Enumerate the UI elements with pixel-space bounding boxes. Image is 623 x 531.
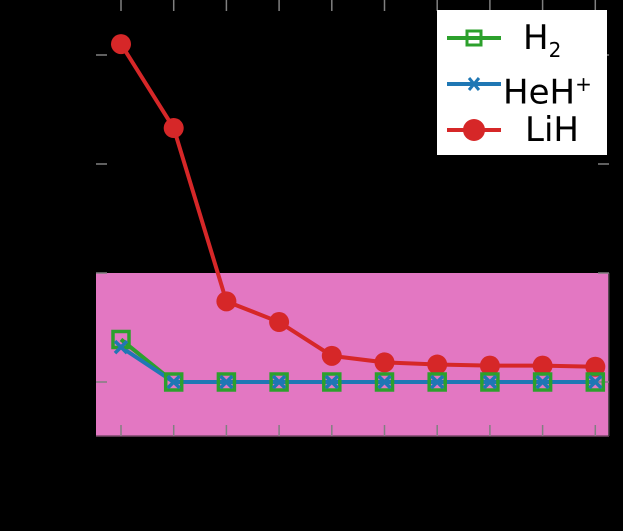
series-lines	[119, 43, 596, 384]
open-square-marker-icon	[447, 29, 501, 47]
highlight-band	[96, 273, 609, 437]
data-point	[479, 355, 500, 376]
data-point	[269, 312, 290, 333]
legend-item-heh: HeH+	[437, 62, 607, 112]
data-point	[269, 372, 289, 392]
data-point	[585, 356, 606, 377]
data-point	[480, 372, 500, 392]
data-point	[427, 372, 447, 392]
data-point	[427, 354, 448, 375]
legend-label-heh: HeH+	[503, 72, 592, 113]
axis-ticks	[96, 0, 610, 437]
data-point	[374, 372, 395, 392]
data-point	[532, 355, 553, 376]
data-point	[163, 372, 184, 392]
data-point	[163, 118, 184, 139]
series-line-lih	[119, 43, 596, 369]
filled-circle-marker-icon	[447, 119, 501, 141]
legend-label-lih: LiH	[525, 110, 579, 150]
data-point	[321, 345, 342, 366]
data-point	[532, 372, 553, 392]
legend-label-h2: H2	[523, 18, 562, 62]
data-point	[111, 34, 131, 55]
legend-item-lih: LiH	[437, 108, 607, 152]
data-point	[322, 372, 342, 392]
data-point	[374, 352, 395, 373]
data-point	[216, 372, 237, 392]
x-marker-icon	[447, 77, 501, 91]
series-markers	[111, 34, 606, 392]
legend: H2 HeH+ LiH	[437, 10, 607, 155]
data-point	[216, 291, 237, 312]
data-point	[585, 372, 606, 392]
series-line-heh-plus	[119, 345, 596, 384]
legend-item-h2: H2	[437, 16, 607, 62]
